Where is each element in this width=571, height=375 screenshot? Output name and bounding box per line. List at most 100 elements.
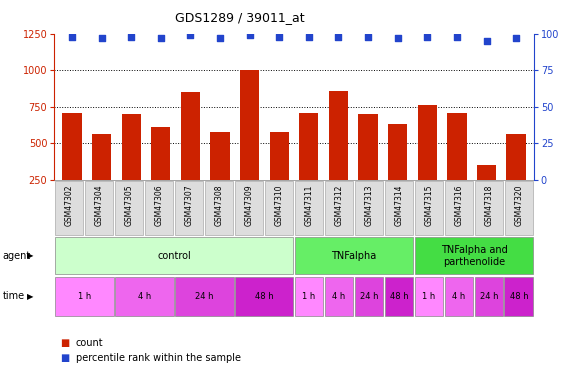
Bar (475, 181, 503, 235)
Bar (415, 277, 443, 316)
Text: GDS1289 / 39011_at: GDS1289 / 39011_at (175, 11, 305, 24)
Bar (175, 277, 234, 316)
Bar (415, 181, 443, 235)
Text: 1 h: 1 h (78, 292, 91, 301)
Point (304, 34, 313, 40)
Text: 1 h: 1 h (303, 292, 316, 301)
Bar (235, 181, 263, 235)
Bar (115, 181, 143, 235)
Point (245, 32, 254, 38)
Bar (92, 134, 111, 180)
Bar (415, 237, 533, 274)
Text: 4 h: 4 h (138, 292, 151, 301)
Point (156, 35, 166, 41)
Text: GSM47302: GSM47302 (65, 184, 74, 226)
Text: 48 h: 48 h (509, 292, 528, 301)
Text: GSM47311: GSM47311 (304, 184, 313, 226)
Text: 24 h: 24 h (360, 292, 378, 301)
Bar (175, 181, 203, 235)
Bar (55, 237, 293, 274)
Text: 24 h: 24 h (480, 292, 498, 301)
Bar (505, 277, 533, 316)
Point (67, 34, 77, 40)
Point (423, 34, 432, 40)
Text: 4 h: 4 h (452, 292, 465, 301)
Bar (181, 92, 200, 180)
Bar (325, 277, 353, 316)
Text: GSM47318: GSM47318 (484, 184, 493, 226)
Bar (265, 181, 293, 235)
Bar (55, 277, 114, 316)
Bar (417, 105, 437, 180)
Bar (506, 134, 526, 180)
Bar (329, 91, 348, 180)
Bar (299, 114, 319, 180)
Bar (122, 114, 141, 180)
Text: GSM47310: GSM47310 (275, 184, 284, 226)
Bar (445, 181, 473, 235)
Bar (505, 181, 533, 235)
Point (127, 34, 136, 40)
Bar (385, 277, 413, 316)
Bar (295, 237, 413, 274)
Bar (388, 124, 407, 180)
Text: ▶: ▶ (27, 251, 34, 260)
Bar (151, 128, 171, 180)
Text: 24 h: 24 h (195, 292, 214, 301)
Text: GSM47307: GSM47307 (184, 184, 194, 226)
Point (482, 38, 491, 44)
Text: GSM47309: GSM47309 (244, 184, 254, 226)
Bar (295, 181, 323, 235)
Text: 48 h: 48 h (389, 292, 408, 301)
Text: GSM47320: GSM47320 (514, 184, 524, 226)
Text: agent: agent (3, 251, 31, 261)
Text: 48 h: 48 h (255, 292, 274, 301)
Text: GSM47314: GSM47314 (395, 184, 404, 226)
Text: ■: ■ (60, 353, 69, 363)
Bar (359, 114, 377, 180)
Text: GSM47308: GSM47308 (215, 184, 224, 226)
Text: count: count (76, 338, 103, 348)
Bar (295, 277, 323, 316)
Text: ■: ■ (60, 338, 69, 348)
Point (275, 34, 284, 40)
Point (512, 35, 521, 41)
Bar (325, 181, 353, 235)
Bar (355, 181, 383, 235)
Bar (475, 277, 503, 316)
Text: GSM47306: GSM47306 (155, 184, 164, 226)
Bar (355, 277, 383, 316)
Point (215, 35, 224, 41)
Text: GSM47312: GSM47312 (335, 184, 344, 226)
Bar (55, 181, 83, 235)
Bar (205, 181, 233, 235)
Bar (447, 114, 467, 180)
Text: percentile rank within the sample: percentile rank within the sample (76, 353, 241, 363)
Point (393, 35, 402, 41)
Text: control: control (157, 251, 191, 261)
Text: GSM47316: GSM47316 (455, 184, 464, 226)
Bar (240, 70, 259, 180)
Point (364, 34, 373, 40)
Text: GSM47305: GSM47305 (124, 184, 134, 226)
Text: TNFalpha: TNFalpha (331, 251, 377, 261)
Point (334, 34, 343, 40)
Text: GSM47315: GSM47315 (424, 184, 433, 226)
Text: ▶: ▶ (27, 292, 34, 301)
Point (452, 34, 461, 40)
Point (186, 32, 195, 38)
Text: 4 h: 4 h (332, 292, 345, 301)
Bar (270, 132, 289, 180)
Bar (85, 181, 113, 235)
Text: 1 h: 1 h (423, 292, 436, 301)
Text: GSM47304: GSM47304 (95, 184, 104, 226)
Bar (115, 277, 174, 316)
Text: TNFalpha and
parthenolide: TNFalpha and parthenolide (441, 245, 507, 267)
Bar (445, 277, 473, 316)
Point (97, 35, 106, 41)
Text: GSM47313: GSM47313 (364, 184, 373, 226)
Bar (145, 181, 173, 235)
Text: time: time (3, 291, 25, 301)
Bar (385, 181, 413, 235)
Bar (211, 132, 230, 180)
